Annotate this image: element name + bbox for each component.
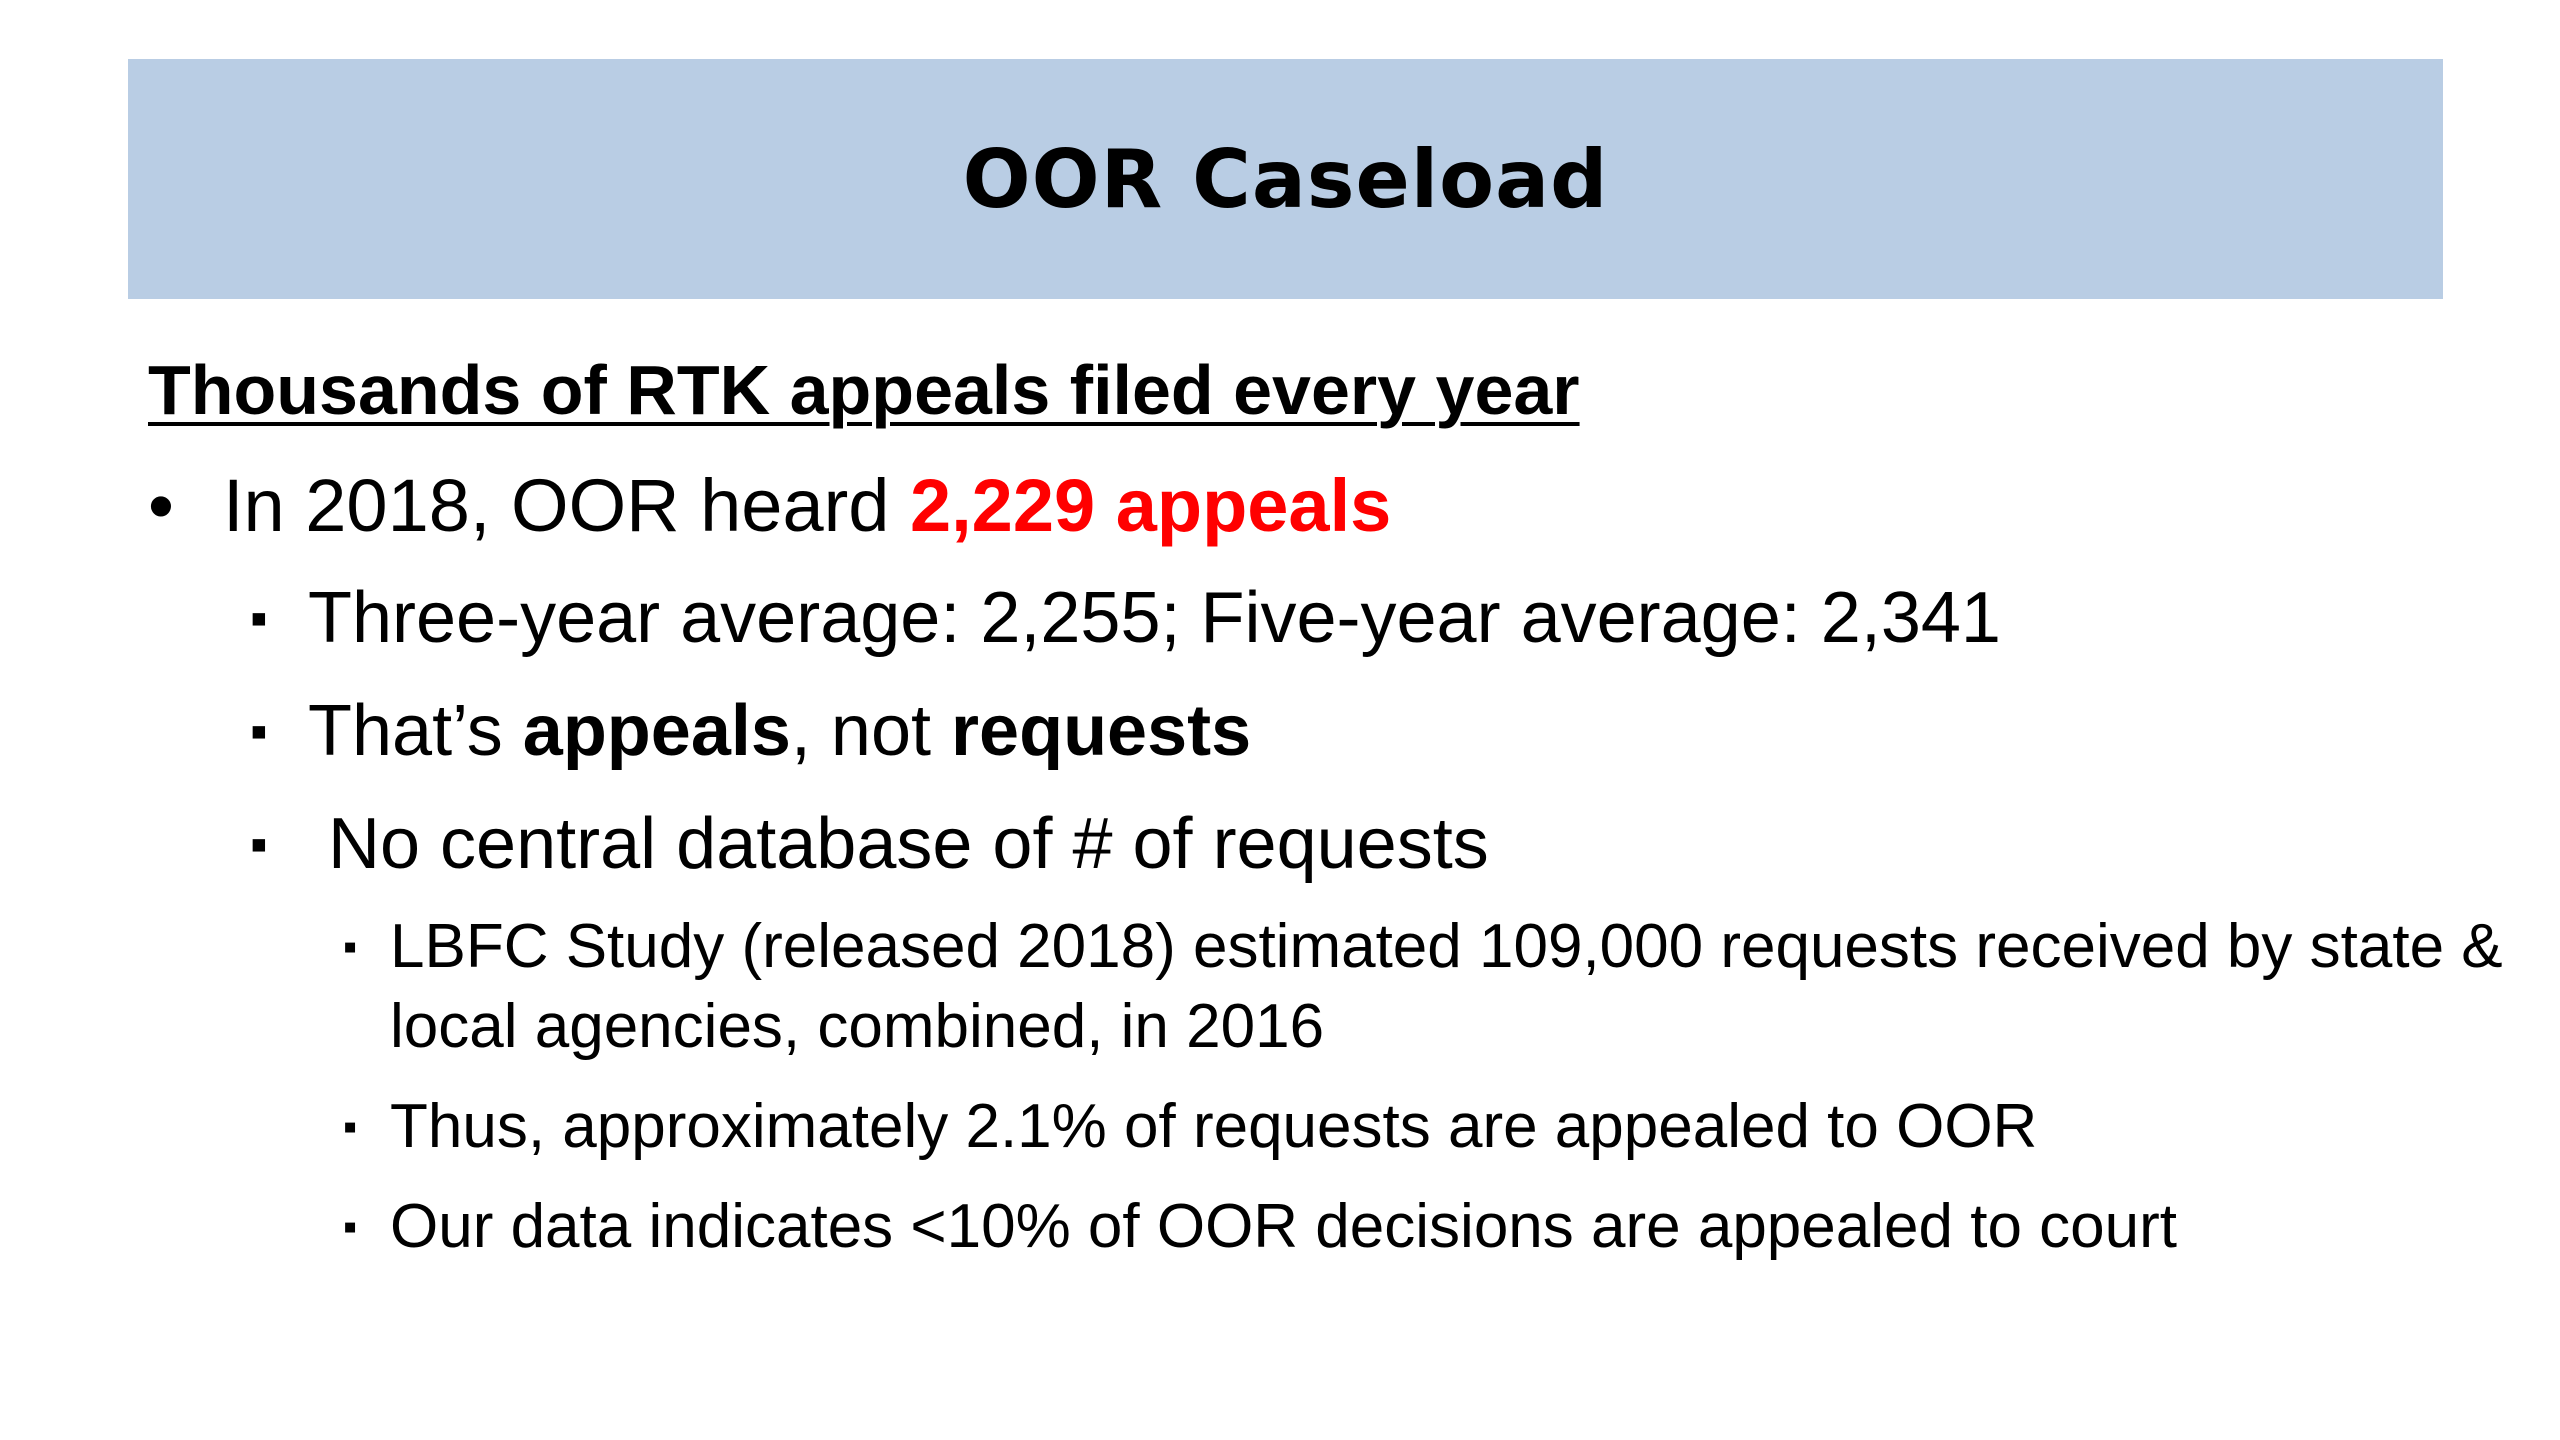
square-bullet-icon: ▪ xyxy=(250,703,268,759)
subheading: Thousands of RTK appeals filed every yea… xyxy=(148,351,1580,429)
sub-sub-bullet-court: ▪ Our data indicates <10% of OOR decision… xyxy=(148,1187,2510,1267)
sub-sub-bullet-lbfc: ▪ LBFC Study (released 2018) estimated 10… xyxy=(148,907,2510,1067)
slide-content: Thousands of RTK appeals filed every yea… xyxy=(148,340,2503,1287)
square-bullet-icon: ▪ xyxy=(343,1205,358,1249)
square-bullet-icon: ▪ xyxy=(343,1105,358,1149)
sub2-bold-requests: requests xyxy=(951,691,1252,771)
square-bullet-icon: ▪ xyxy=(250,816,268,872)
sub-bullet-no-database-text: No central database of # of requests xyxy=(328,804,1489,884)
slide-title: OOR Caseload xyxy=(962,132,1609,226)
sub-bullet-averages: ▪ Three-year average: 2,255; Five-year av… xyxy=(148,562,2448,675)
sub-bullet-averages-text: Three-year average: 2,255; Five-year ave… xyxy=(308,578,2001,658)
sub-bullet-appeals-not-requests: ▪ That’s appeals, not requests xyxy=(148,675,2448,788)
sub-bullet-no-database: ▪ No central database of # of requests xyxy=(148,788,2448,901)
title-bar: OOR Caseload xyxy=(128,59,2443,299)
square-bullet-icon: ▪ xyxy=(343,925,358,969)
appeals-count-highlight: 2,229 appeals xyxy=(909,464,1392,547)
percentage-text: Thus, approximately 2.1% of requests are… xyxy=(390,1092,2038,1161)
sub2-middle: , not xyxy=(790,691,952,771)
square-bullet-icon: ▪ xyxy=(250,590,268,646)
sub-sub-bullet-percentage: ▪ Thus, approximately 2.1% of requests ar… xyxy=(148,1087,2510,1167)
bullet-main: • In 2018, OOR heard 2,229 appeals xyxy=(148,450,2448,562)
sub2-bold-appeals: appeals xyxy=(522,691,791,771)
bullet-main-prefix: In 2018, OOR heard xyxy=(223,464,910,547)
bullet-dot-icon: • xyxy=(148,464,174,547)
sub2-prefix: That’s xyxy=(308,691,523,771)
lbfc-study-text: LBFC Study (released 2018) estimated 109… xyxy=(390,912,2503,1061)
court-appeals-text: Our data indicates <10% of OOR decisions… xyxy=(390,1192,2177,1261)
